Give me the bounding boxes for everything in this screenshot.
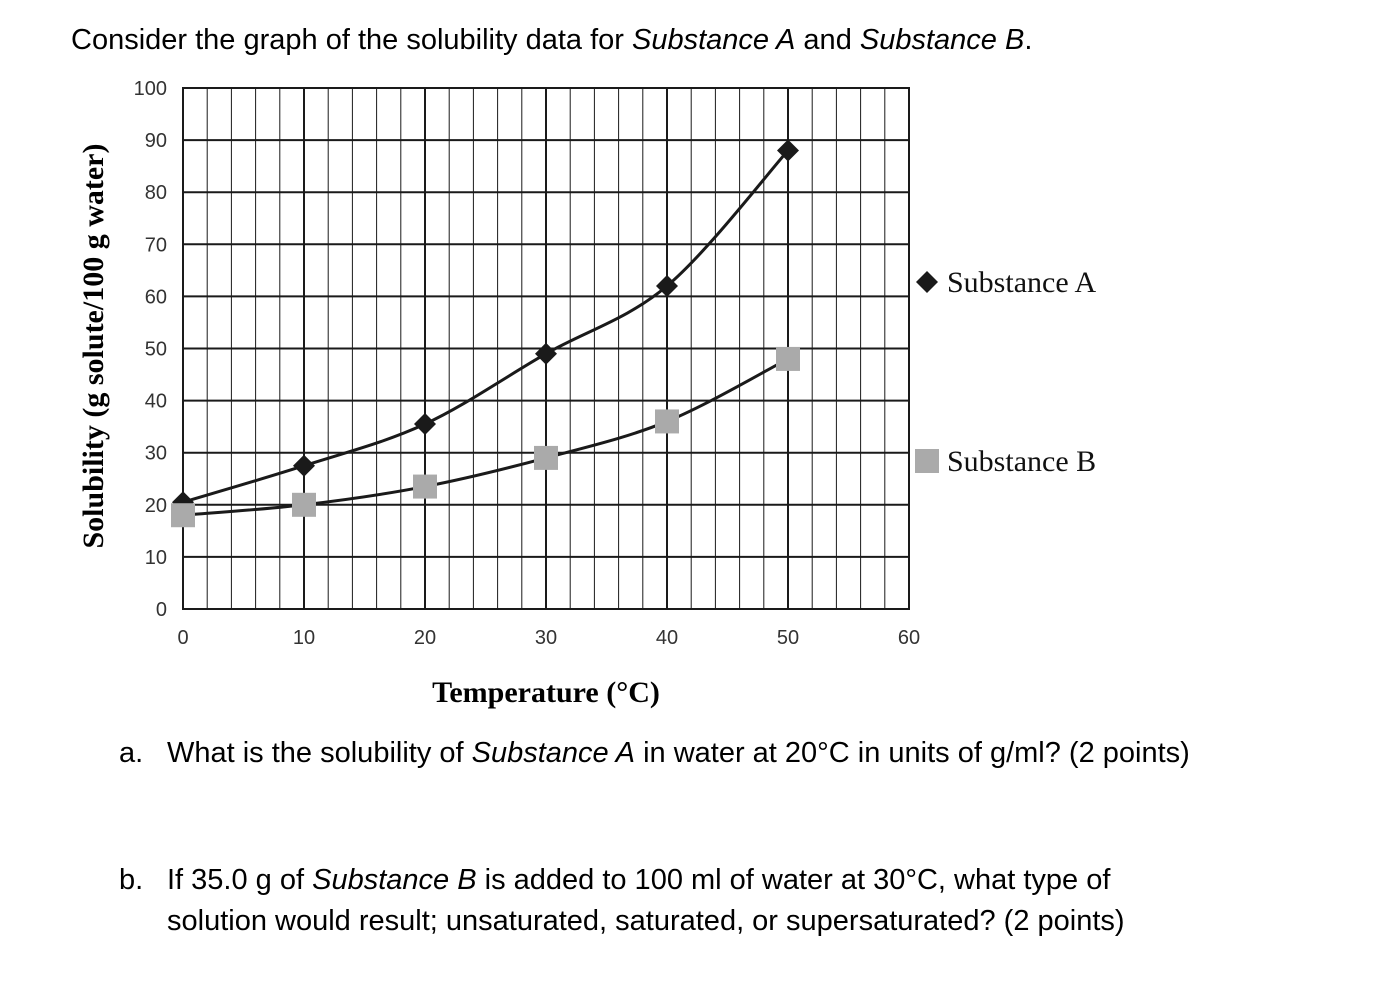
y-tick-label: 0 <box>156 599 167 621</box>
intro-text-end: . <box>1024 24 1033 56</box>
data-point-substance-b <box>292 492 316 517</box>
question-a-label: a. <box>119 737 144 769</box>
y-tick-label: 90 <box>145 130 167 152</box>
data-point-substance-a <box>414 413 436 436</box>
intro-text: Consider the graph of the solubility dat… <box>71 24 1032 57</box>
x-axis-label: Temperature (°C) <box>432 676 660 709</box>
intro-text-start: Consider the graph of the solubility dat… <box>71 24 632 56</box>
y-tick-label: 80 <box>145 182 167 204</box>
x-tick-label: 10 <box>293 627 315 649</box>
data-point-substance-a <box>656 274 678 297</box>
y-tick-label: 100 <box>134 78 167 100</box>
x-tick-label: 0 <box>177 627 188 649</box>
intro-substance-b: Substance B <box>859 24 1025 56</box>
chart-tick-labels: 0 10 20 30 40 50 60 70 80 90 100 0 10 20 30 40 50 60 <box>134 78 921 649</box>
question-b-line1-start: If 35.0 g of <box>167 864 313 896</box>
question-a-text: What is the solubility of Substance A in… <box>167 733 1190 774</box>
y-tick-label: 30 <box>145 443 167 465</box>
legend-label-substance-a: Substance A <box>947 266 1096 299</box>
legend-label-substance-b: Substance B <box>947 445 1096 478</box>
question-a-substance: Substance A <box>471 737 636 769</box>
question-b-label: b. <box>119 864 144 896</box>
data-point-substance-b <box>171 503 195 528</box>
question-a-text-end: in water at 20°C in units of g/ml? (2 po… <box>635 737 1190 769</box>
data-point-substance-a <box>777 139 799 162</box>
x-tick-label: 60 <box>898 627 920 649</box>
data-point-substance-a <box>535 342 557 365</box>
x-tick-label: 20 <box>414 627 436 649</box>
data-point-substance-b <box>534 445 558 470</box>
y-tick-label: 20 <box>145 495 167 517</box>
y-tick-label: 40 <box>145 391 167 413</box>
trendline-substance-a <box>182 149 790 504</box>
data-point-substance-b <box>413 474 437 499</box>
trendline-substance-b <box>182 357 789 517</box>
y-tick-label: 50 <box>145 339 167 361</box>
question-b-text: If 35.0 g of Substance B is added to 100… <box>167 860 1125 942</box>
question-b-line1-end: is added to 100 ml of water at 30°C, wha… <box>476 864 1111 896</box>
data-point-substance-a <box>293 454 315 477</box>
question-b-substance: Substance B <box>312 864 477 896</box>
data-point-substance-b <box>776 346 800 371</box>
y-tick-label: 60 <box>145 286 167 308</box>
x-tick-label: 30 <box>535 627 557 649</box>
intro-text-and: and <box>795 24 860 56</box>
chart-legend: Substance A Substance B <box>915 266 1096 478</box>
chart-trendlines <box>182 149 790 517</box>
chart-markers <box>171 139 800 528</box>
y-axis-label: Solubility (g solute/100 g water) <box>77 144 110 549</box>
y-tick-label: 10 <box>145 547 167 569</box>
legend-marker-substance-a <box>916 271 938 293</box>
y-tick-label: 70 <box>145 234 167 256</box>
question-a-text-start: What is the solubility of <box>167 737 472 769</box>
legend-marker-substance-b <box>915 449 939 473</box>
intro-substance-a: Substance A <box>632 24 796 56</box>
x-tick-label: 50 <box>777 627 799 649</box>
x-tick-label: 40 <box>656 627 678 649</box>
question-b-line2: solution would result; unsaturated, satu… <box>167 905 1125 937</box>
data-point-substance-b <box>655 409 679 434</box>
plot-border <box>182 87 910 610</box>
